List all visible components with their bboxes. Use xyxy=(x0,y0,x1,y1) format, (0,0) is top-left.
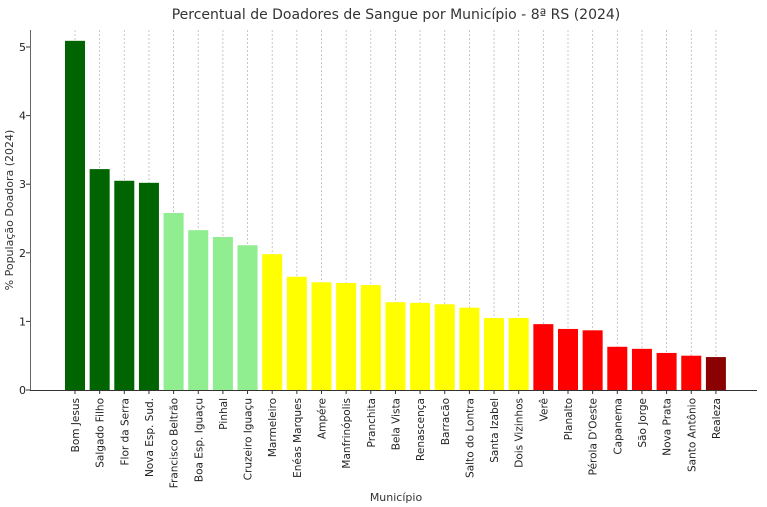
bar xyxy=(484,317,505,390)
bar xyxy=(138,182,159,390)
bar xyxy=(459,307,480,390)
y-tick-label: 5 xyxy=(19,41,26,54)
x-tick-label: Pinhal xyxy=(218,398,230,430)
bar xyxy=(286,276,307,390)
bar xyxy=(558,328,578,390)
bar xyxy=(65,40,85,391)
bar xyxy=(311,282,332,390)
bar xyxy=(188,230,209,390)
y-tick-label: 2 xyxy=(19,247,26,260)
x-tick-label: Marmeleiro xyxy=(267,398,279,457)
x-tick-label: Flor da Serra xyxy=(119,398,131,465)
bar xyxy=(410,302,431,390)
y-tick-label: 3 xyxy=(19,178,26,191)
bar xyxy=(681,355,702,390)
x-tick-label: Nova Prata xyxy=(662,398,674,456)
x-tick-label: Pérola D'Oeste xyxy=(588,398,600,475)
bar xyxy=(631,348,652,390)
bar xyxy=(163,213,184,390)
bar xyxy=(533,324,554,390)
x-tick-label: Dois Vizinhos xyxy=(514,398,526,468)
y-tick-label: 0 xyxy=(19,384,26,397)
bar xyxy=(582,330,603,390)
bar xyxy=(508,317,529,390)
x-tick-label: Bela Vista xyxy=(390,398,402,450)
x-tick-label: Barracão xyxy=(440,398,452,445)
chart-title: Percentual de Doadores de Sangue por Mun… xyxy=(172,7,621,23)
bar xyxy=(212,237,233,390)
x-tick-label: Planalto xyxy=(563,398,575,440)
x-tick-label: Santa Izabel xyxy=(489,398,501,463)
x-tick-label: Bom Jesus xyxy=(70,398,82,452)
x-tick-label: Verê xyxy=(538,398,550,421)
x-tick-label: Capanema xyxy=(612,398,624,455)
bar xyxy=(705,357,726,390)
bar xyxy=(607,346,628,390)
x-tick-label: São Jorge xyxy=(637,398,649,448)
bar xyxy=(336,282,357,390)
x-tick-label: Salgado Filho xyxy=(95,398,107,468)
x-tick-label: Enéas Marques xyxy=(292,398,304,478)
y-axis-label: % População Doadora (2024) xyxy=(3,130,16,291)
y-tick-label: 1 xyxy=(19,315,26,328)
bar xyxy=(360,285,381,390)
x-tick-label: Pranchita xyxy=(366,398,378,447)
bar xyxy=(114,180,135,390)
x-tick-label: Ampére xyxy=(317,398,329,439)
bar xyxy=(656,352,677,390)
x-axis-label: Município xyxy=(370,491,423,504)
bar xyxy=(262,254,283,390)
x-tick-label: Nova Esp. Sud. xyxy=(144,398,156,477)
x-tick-label: Cruzeiro Iguaçu xyxy=(243,398,255,480)
x-tick-label: Santo Antônio xyxy=(686,398,698,472)
bar xyxy=(237,245,258,390)
x-tick-label: Salto do Lontra xyxy=(464,398,476,478)
x-tick-label: Manfrinópolis xyxy=(341,398,353,469)
y-tick-label: 4 xyxy=(19,110,26,123)
x-tick-label: Boa Esp. Iguaçu xyxy=(193,398,205,482)
bar xyxy=(434,304,455,390)
bar xyxy=(385,302,406,390)
x-tick-label: Francisco Beltrão xyxy=(169,398,181,488)
x-tick-label: Realeza xyxy=(711,398,723,439)
x-tick-label: Renascença xyxy=(415,398,427,461)
bar xyxy=(89,169,110,390)
